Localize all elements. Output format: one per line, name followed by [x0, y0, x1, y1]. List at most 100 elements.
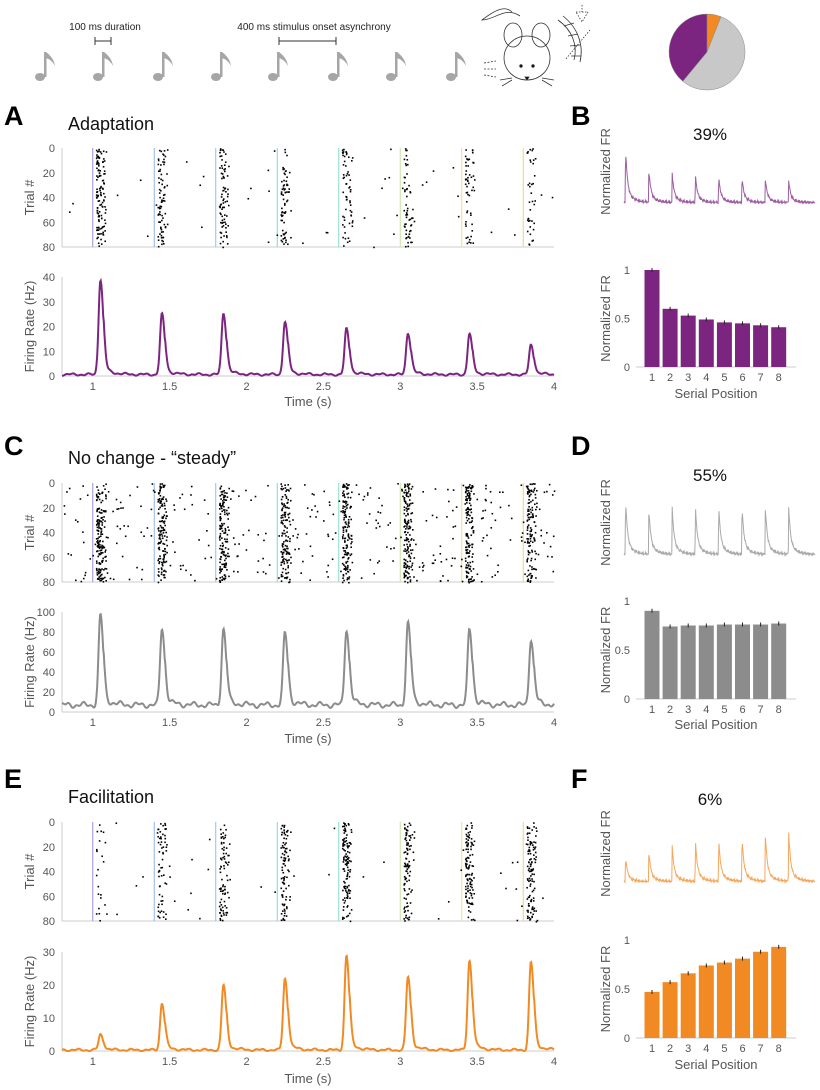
spike: [343, 245, 345, 247]
spike: [280, 483, 283, 485]
spike: [323, 520, 325, 522]
spike: [160, 234, 163, 237]
spike: [115, 498, 118, 501]
spike: [223, 494, 225, 497]
spike: [403, 558, 406, 561]
spike: [470, 176, 473, 179]
spike: [540, 194, 543, 196]
spike: [220, 172, 223, 175]
spike: [166, 184, 169, 187]
spike: [82, 577, 85, 580]
spike: [342, 492, 344, 494]
spike: [219, 149, 222, 152]
spike: [161, 498, 163, 501]
spike: [464, 858, 467, 861]
spike: [283, 829, 285, 831]
spike: [221, 537, 223, 539]
spike: [140, 531, 143, 534]
spike: [465, 149, 467, 151]
spike: [466, 533, 469, 535]
spike: [222, 149, 225, 151]
spike: [220, 570, 222, 572]
spike: [99, 579, 101, 582]
spike: [404, 486, 406, 489]
spike: [100, 509, 103, 511]
spike: [225, 907, 228, 909]
spike: [408, 230, 411, 233]
spike: [226, 569, 228, 571]
spike: [404, 483, 406, 486]
spike: [95, 524, 98, 526]
spike: [408, 219, 411, 221]
spike: [224, 547, 227, 549]
spike: [287, 489, 290, 491]
spike: [100, 232, 102, 235]
spike: [219, 494, 222, 497]
spike: [465, 841, 468, 843]
spike: [219, 581, 222, 584]
spike: [234, 543, 236, 546]
spike: [283, 541, 285, 543]
spike: [533, 826, 535, 828]
spike: [469, 889, 471, 891]
spike: [406, 917, 409, 920]
spike: [158, 575, 160, 577]
spike: [151, 483, 154, 485]
spike: [99, 919, 101, 922]
spike: [288, 858, 290, 860]
spike: [546, 532, 548, 534]
spike: [281, 575, 284, 578]
spike: [531, 549, 533, 552]
spike: [469, 911, 472, 913]
spike: [163, 561, 165, 563]
spike: [100, 185, 102, 188]
spike: [526, 580, 529, 583]
spike: [425, 519, 428, 522]
spike: [219, 561, 221, 564]
spike: [267, 484, 269, 487]
spike: [466, 566, 469, 569]
spike: [467, 856, 469, 859]
spike: [257, 533, 260, 536]
spike: [228, 165, 230, 168]
spike: [223, 498, 225, 501]
spike: [163, 504, 166, 507]
spike: [221, 222, 224, 224]
spike: [95, 560, 98, 563]
spike: [465, 499, 467, 502]
spike: [466, 899, 468, 902]
spike: [225, 226, 227, 229]
spike: [533, 873, 535, 876]
spike: [406, 538, 409, 540]
spike: [407, 905, 409, 908]
spike: [532, 491, 535, 493]
spike: [283, 233, 285, 236]
spike: [102, 179, 105, 182]
spike: [287, 551, 289, 554]
spike: [219, 544, 222, 547]
spike: [529, 885, 532, 887]
spike: [526, 560, 529, 563]
spike: [281, 503, 284, 506]
spike: [187, 908, 189, 911]
spike: [96, 188, 98, 191]
spike: [343, 486, 345, 488]
spike: [408, 540, 410, 543]
spike: [448, 500, 450, 503]
spike: [97, 200, 100, 202]
spike: [464, 178, 467, 181]
spike: [99, 512, 102, 514]
spike: [345, 837, 348, 839]
spike: [407, 495, 410, 498]
spike: [466, 901, 469, 903]
spike: [157, 574, 160, 576]
spike: [219, 524, 221, 527]
spike: [226, 540, 229, 543]
spike: [100, 152, 103, 155]
spike: [222, 852, 225, 855]
spike: [220, 556, 222, 558]
spike: [219, 206, 222, 209]
spike: [160, 205, 163, 208]
spike: [472, 844, 475, 846]
